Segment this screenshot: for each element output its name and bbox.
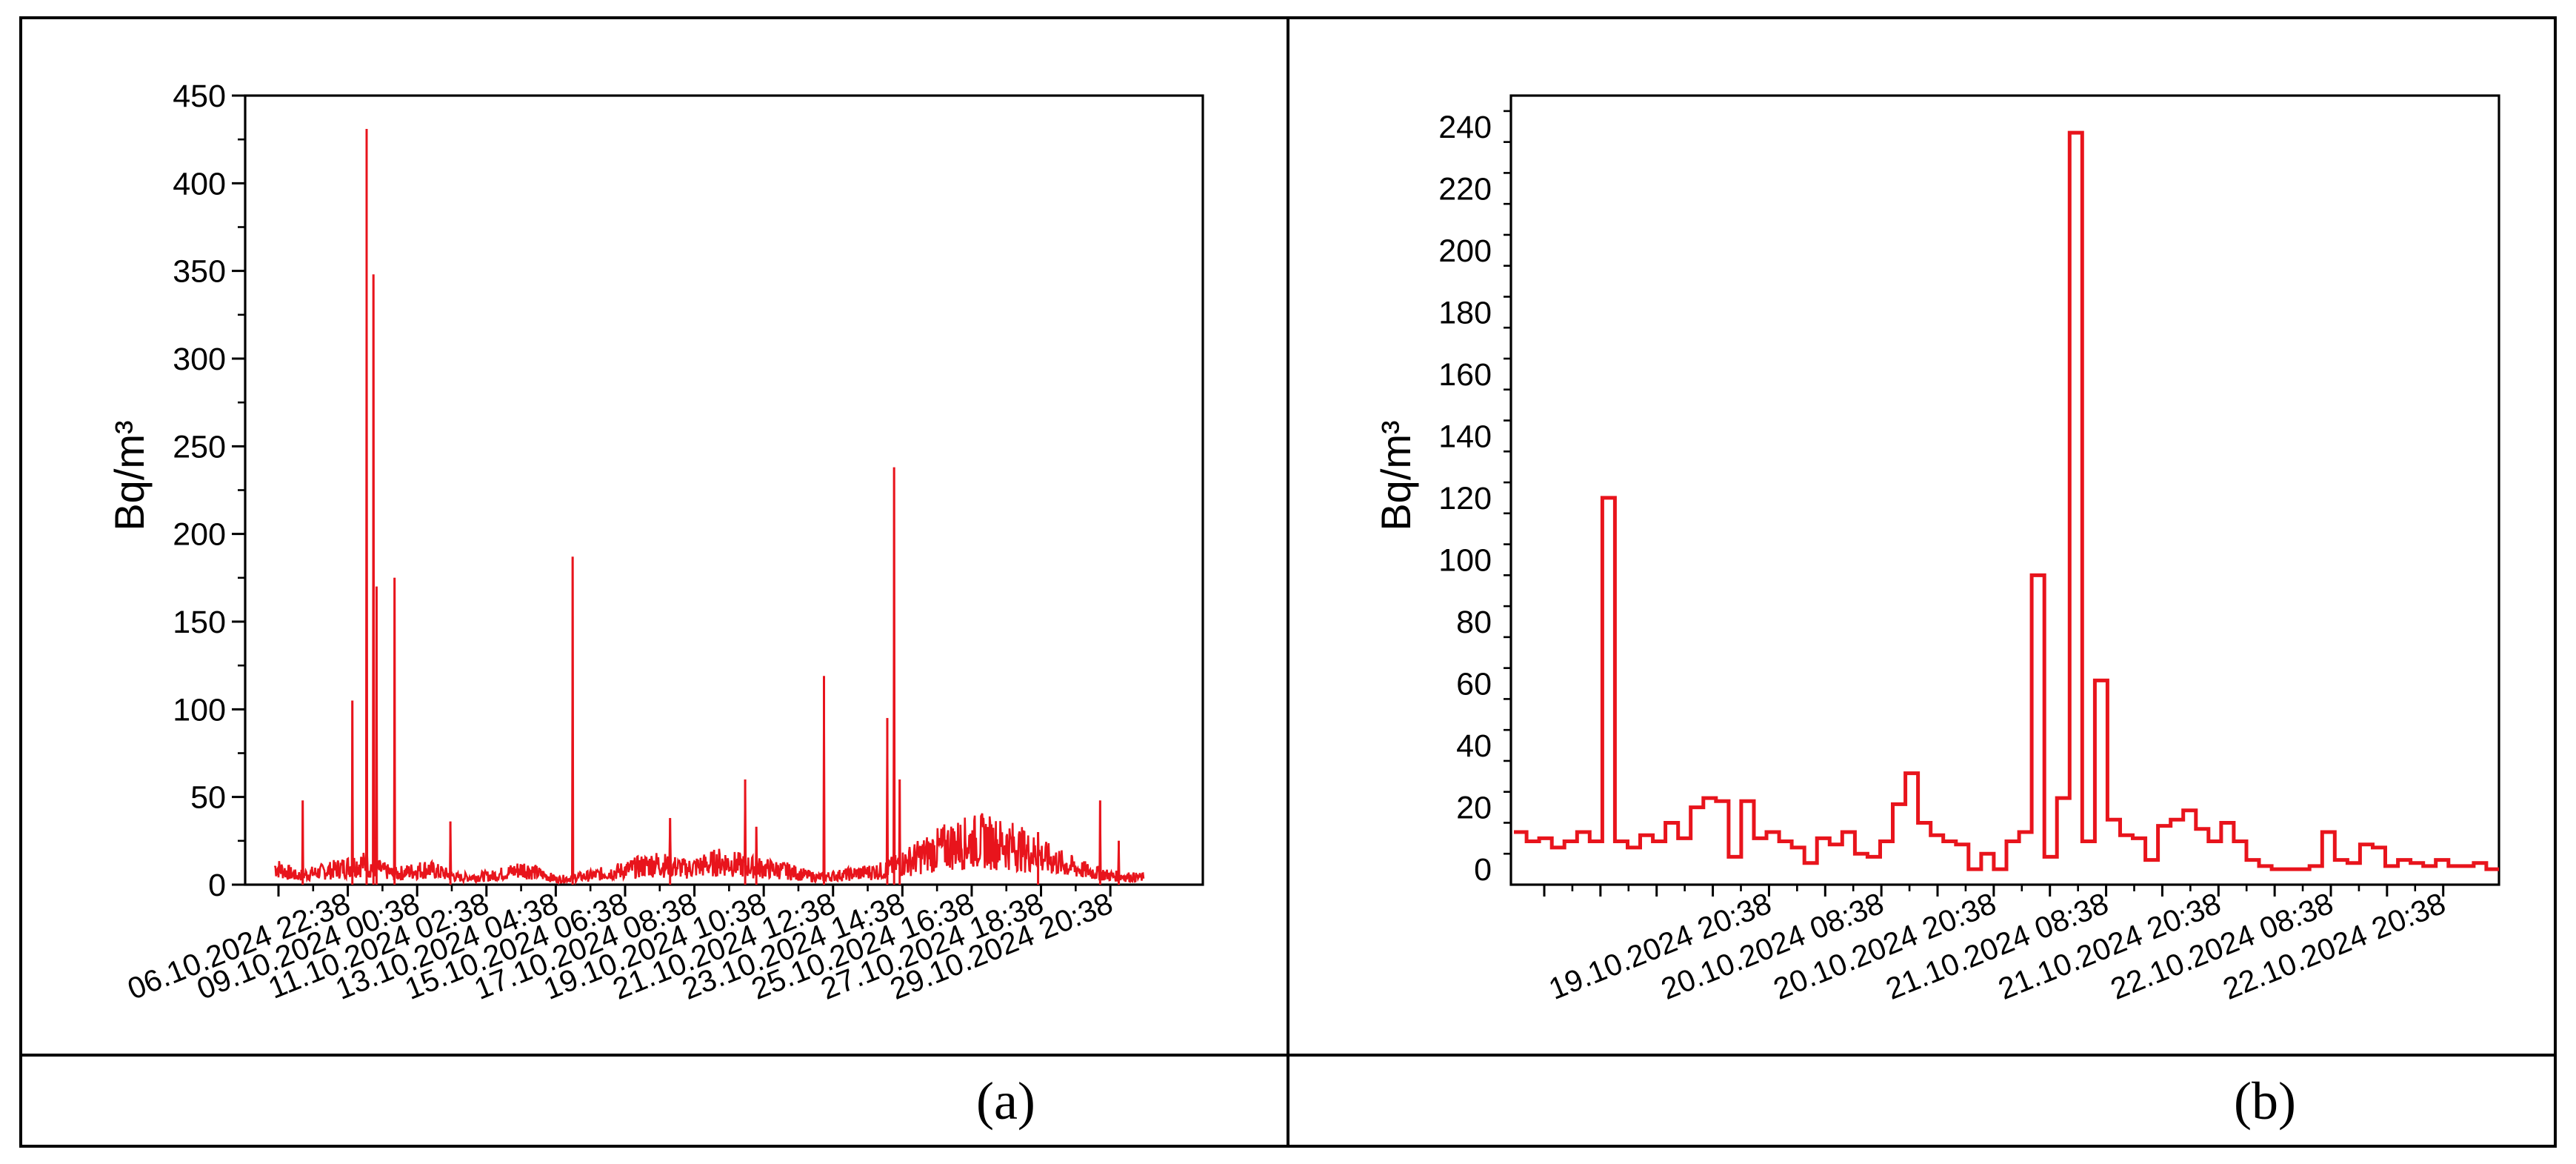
y-tick-label: 50 — [190, 780, 226, 816]
plot-frame-a — [244, 94, 1204, 886]
radon-series-a — [273, 128, 1145, 885]
y-tick-label: 60 — [1456, 667, 1492, 702]
tick-labels-b: 02040608010012014016018020022024019.10.2… — [1438, 110, 2450, 1006]
spike-marks-a — [301, 128, 1120, 885]
y-tick-label: 100 — [173, 692, 226, 728]
y-tick-label: 150 — [173, 605, 226, 640]
y-tick-label: 0 — [208, 868, 226, 903]
y-tick-label: 100 — [1438, 542, 1492, 578]
y-tick-label: 200 — [1438, 233, 1492, 269]
y-tick-label: 220 — [1438, 171, 1492, 207]
axis-ticks-b — [1504, 110, 2445, 897]
y-tick-label: 450 — [173, 79, 226, 114]
y-tick-label: 40 — [1456, 728, 1492, 764]
y-axis-label-a: Bq/m³ — [106, 420, 153, 531]
y-tick-label: 120 — [1438, 481, 1492, 516]
axis-ticks-a — [232, 94, 1112, 897]
y-tick-label: 140 — [1438, 419, 1492, 454]
y-tick-label: 250 — [173, 429, 226, 465]
panel-caption-b: (b) — [2234, 1071, 2296, 1131]
y-axis-label-b: Bq/m³ — [1372, 420, 1419, 531]
y-tick-label: 400 — [173, 166, 226, 202]
y-tick-label: 300 — [173, 342, 226, 377]
y-tick-label: 200 — [173, 517, 226, 553]
y-tick-label: 240 — [1438, 110, 1492, 145]
panel-caption-a: (a) — [976, 1071, 1035, 1131]
plot-frame-b — [1509, 94, 2500, 886]
y-tick-label: 180 — [1438, 295, 1492, 330]
y-tick-label: 20 — [1456, 791, 1492, 826]
y-tick-label: 160 — [1438, 357, 1492, 393]
radon-series-b — [1514, 130, 2499, 871]
y-tick-label: 350 — [173, 254, 226, 290]
y-tick-label: 80 — [1456, 605, 1492, 640]
y-tick-label: 0 — [1474, 852, 1492, 888]
chart-panel-b: 02040608010012014016018020022024019.10.2… — [1372, 94, 2500, 1006]
